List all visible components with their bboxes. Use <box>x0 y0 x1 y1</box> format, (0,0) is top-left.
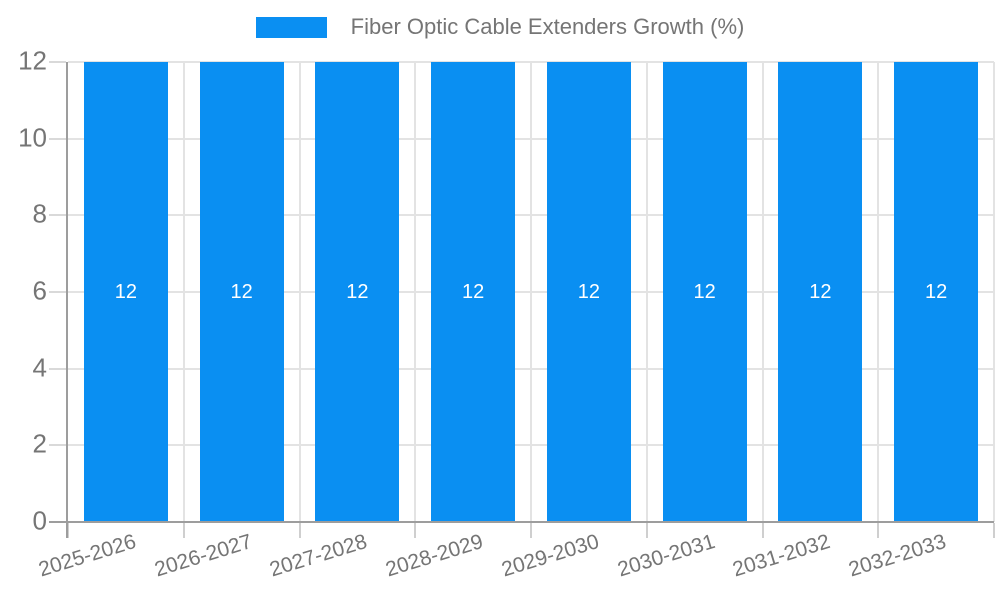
y-tick-label: 2 <box>32 428 47 459</box>
y-axis-tick <box>49 61 66 63</box>
x-axis-tick <box>993 523 995 538</box>
x-axis-tick <box>298 523 301 538</box>
y-tick-label: 10 <box>18 121 47 152</box>
bar-value-label: 12 <box>230 280 253 303</box>
x-axis-tick <box>761 523 764 538</box>
y-tick-label: 6 <box>32 275 47 306</box>
legend-swatch <box>255 16 327 38</box>
x-gridline <box>877 62 880 522</box>
x-axis-tick <box>414 523 417 538</box>
y-axis-line <box>66 62 68 538</box>
x-gridline <box>298 62 301 522</box>
bar-value-label: 12 <box>346 280 369 303</box>
y-tick-label: 0 <box>32 505 47 536</box>
bar[interactable]: 12 <box>662 62 747 522</box>
x-axis-tick <box>877 523 880 538</box>
x-gridline <box>182 62 185 522</box>
bar[interactable]: 12 <box>894 62 979 522</box>
y-axis-tick <box>49 214 66 217</box>
x-axis-tick <box>182 523 185 538</box>
y-tick-label: 4 <box>32 351 47 382</box>
y-axis-tick <box>49 367 66 370</box>
bar[interactable]: 12 <box>778 62 863 522</box>
x-gridline <box>993 62 995 522</box>
legend[interactable]: Fiber Optic Cable Extenders Growth (%) <box>0 14 1000 40</box>
x-gridline <box>530 62 532 522</box>
y-tick-label: 8 <box>32 198 47 229</box>
bar-value-label: 12 <box>693 280 716 303</box>
bar-value-label: 12 <box>809 280 832 303</box>
bar-value-label: 12 <box>462 280 485 303</box>
plot-area: 12 12 12 12 12 12 12 12 <box>49 61 995 538</box>
x-gridline <box>414 62 417 522</box>
bar[interactable]: 12 <box>83 62 168 522</box>
bar-value-label: 12 <box>114 280 137 303</box>
y-axis-tick <box>49 444 66 447</box>
y-axis-tick <box>49 137 66 140</box>
bar[interactable]: 12 <box>199 62 284 522</box>
bar-value-label: 12 <box>577 280 600 303</box>
bar[interactable]: 12 <box>315 62 400 522</box>
bar[interactable]: 12 <box>431 62 516 522</box>
x-gridline <box>645 62 648 522</box>
bar-value-label: 12 <box>925 280 948 303</box>
bar[interactable]: 12 <box>546 62 631 522</box>
x-axis-tick <box>530 523 532 538</box>
x-axis-tick <box>67 523 69 538</box>
y-axis-tick <box>49 291 66 293</box>
legend-label: Fiber Optic Cable Extenders Growth (%) <box>350 14 745 39</box>
x-gridline <box>761 62 764 522</box>
x-axis-line <box>49 521 994 523</box>
x-axis-tick <box>645 523 648 538</box>
y-tick-label: 12 <box>18 45 47 76</box>
